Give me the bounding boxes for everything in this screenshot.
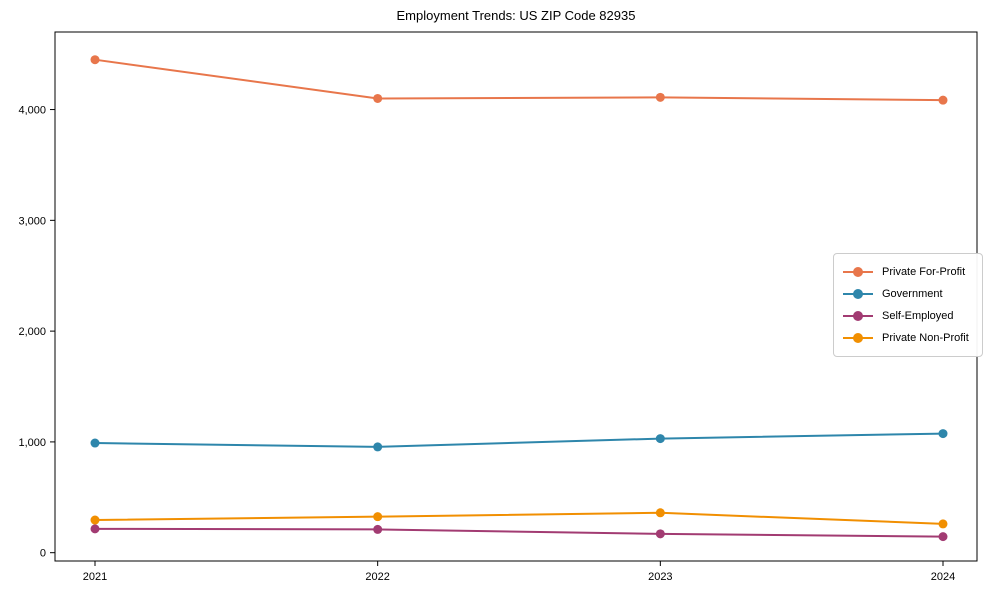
data-point-marker xyxy=(90,55,100,65)
data-point-marker xyxy=(938,519,948,529)
x-tick-label: 2021 xyxy=(83,571,107,583)
x-tick-label: 2024 xyxy=(931,571,955,583)
legend-marker-icon xyxy=(843,333,873,343)
y-tick-label: 0 xyxy=(40,548,46,560)
data-point-marker xyxy=(938,95,948,105)
x-tick-label: 2022 xyxy=(365,571,389,583)
data-point-marker xyxy=(655,92,665,102)
series-line xyxy=(94,527,944,538)
data-point-marker xyxy=(655,529,665,539)
data-point-marker xyxy=(373,512,383,522)
legend-entry: Private For-Profit xyxy=(843,261,973,283)
data-point-marker xyxy=(90,524,100,534)
legend-label: Government xyxy=(882,288,943,300)
y-tick-label: 2,000 xyxy=(18,326,46,338)
legend-label: Private Non-Profit xyxy=(882,332,969,344)
data-point-marker xyxy=(655,434,665,444)
y-tick-label: 1,000 xyxy=(18,437,46,449)
data-point-marker xyxy=(938,429,948,439)
data-point-marker xyxy=(90,515,100,525)
data-point-marker xyxy=(655,508,665,518)
series-line xyxy=(94,511,944,525)
legend-entry: Government xyxy=(843,283,973,305)
y-tick-label: 3,000 xyxy=(18,215,46,227)
chart-title: Employment Trends: US ZIP Code 82935 xyxy=(396,8,636,23)
legend: Private For-Profit Government Self-Emplo… xyxy=(833,253,983,357)
data-point-marker xyxy=(373,442,383,452)
data-point-marker xyxy=(373,93,383,103)
legend-entry: Self-Employed xyxy=(843,305,973,327)
data-point-marker xyxy=(938,532,948,542)
data-point-marker xyxy=(90,438,100,448)
legend-entry: Private Non-Profit xyxy=(843,327,973,349)
series-line xyxy=(94,432,944,448)
legend-marker-icon xyxy=(843,289,873,299)
y-tick-label: 4,000 xyxy=(18,105,46,117)
legend-label: Self-Employed xyxy=(882,310,954,322)
legend-marker-icon xyxy=(843,311,873,321)
legend-label: Private For-Profit xyxy=(882,266,966,278)
series-line xyxy=(94,58,944,102)
x-tick-label: 2023 xyxy=(648,571,672,583)
data-point-marker xyxy=(373,524,383,534)
legend-marker-icon xyxy=(843,267,873,277)
